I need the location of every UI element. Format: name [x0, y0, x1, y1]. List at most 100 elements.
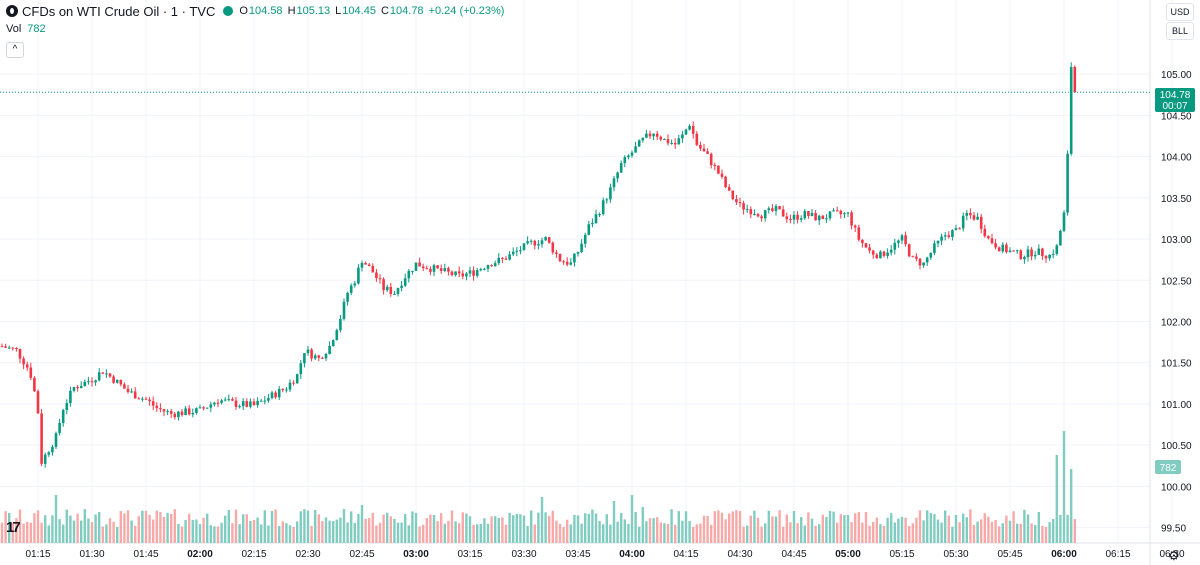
- currency-button[interactable]: USD: [1166, 3, 1194, 21]
- symbol-title[interactable]: CFDs on WTI Crude Oil · 1 · TVC: [22, 3, 216, 19]
- volume-bar: [209, 525, 212, 543]
- volume-bar: [8, 512, 11, 543]
- candle-body: [1030, 249, 1033, 257]
- volume-bar: [1062, 431, 1066, 543]
- volume-bar: [789, 522, 792, 543]
- candle-body: [65, 403, 69, 411]
- volume-bar: [526, 525, 529, 543]
- volume-bar: [299, 511, 302, 543]
- volume-bar: [418, 526, 421, 543]
- last-volume-value: 782: [1160, 463, 1177, 474]
- volume-bar: [378, 522, 382, 543]
- volume-bar: [256, 517, 259, 543]
- volume-bar: [274, 509, 277, 543]
- candle-body: [241, 401, 245, 407]
- price-tick-label: 102.00: [1161, 317, 1192, 328]
- candle-body: [454, 271, 457, 275]
- candle-body: [133, 391, 137, 399]
- volume-bar: [681, 520, 684, 543]
- volume-bar: [436, 521, 439, 543]
- volume-bar: [407, 525, 410, 543]
- candle-body: [781, 209, 785, 217]
- candle-body: [717, 165, 720, 174]
- collapse-legend-button[interactable]: ^: [6, 42, 24, 58]
- volume-bar: [749, 515, 752, 543]
- volume-bar: [105, 524, 108, 543]
- candle-body: [767, 208, 771, 211]
- candle-body: [612, 178, 616, 188]
- volume-bar: [26, 521, 29, 543]
- candle-body: [112, 376, 115, 383]
- price-axis: 105.00 104.50 104.00 103.50 103.00 102.50 102.…: [1161, 70, 1192, 535]
- price-tick-label: 105.00: [1161, 70, 1192, 81]
- candle-body: [1019, 250, 1023, 260]
- volume-bar: [1016, 523, 1019, 543]
- candle-body: [1026, 249, 1030, 258]
- volume-bar: [62, 524, 65, 543]
- volume-bar: [778, 510, 781, 543]
- volume-bar: [15, 518, 18, 543]
- candle-body: [324, 353, 328, 359]
- volume-bar: [36, 510, 40, 543]
- candle-body: [990, 238, 994, 244]
- candle-body: [339, 318, 342, 331]
- candle-body: [911, 256, 915, 258]
- time-tick-label: 05:45: [997, 549, 1022, 560]
- candle-body: [1037, 248, 1041, 255]
- volume-bar: [612, 501, 616, 543]
- volume-bar: [101, 526, 104, 543]
- candle-body: [760, 216, 763, 219]
- time-tick-label: 06:30: [1159, 549, 1184, 560]
- candle-body: [342, 301, 346, 319]
- volume-bar: [33, 513, 36, 543]
- candle-body: [742, 203, 745, 210]
- volume-bars: [0, 431, 1076, 543]
- candle-body: [450, 271, 454, 275]
- volume-bar: [839, 514, 842, 543]
- time-tick-label: 02:30: [295, 549, 320, 560]
- volume-bar: [296, 521, 299, 543]
- volume-bar: [479, 524, 482, 543]
- candle-body: [137, 398, 141, 400]
- chart-settings-icon[interactable]: ⚙: [1168, 548, 1180, 563]
- candle-body: [519, 250, 522, 252]
- time-tick-label: 03:15: [457, 549, 482, 560]
- candle-body: [648, 133, 652, 137]
- candle-body: [796, 214, 799, 220]
- volume-bar: [375, 525, 378, 543]
- candle-body: [504, 258, 508, 260]
- volume-bar: [234, 509, 238, 543]
- candle-body: [83, 381, 87, 387]
- candle-body: [11, 347, 15, 349]
- volume-bar: [897, 518, 900, 543]
- candle-body: [889, 249, 893, 253]
- volume-bar: [389, 516, 392, 543]
- candle-body: [735, 199, 738, 203]
- volume-bar: [1059, 514, 1062, 543]
- candle-body: [493, 263, 497, 267]
- price-tick-label: 104.50: [1161, 111, 1192, 122]
- volume-bar: [627, 523, 630, 543]
- volume-bar: [130, 520, 133, 543]
- candle-body: [292, 382, 295, 384]
- volume-bar: [648, 518, 652, 543]
- volume-bar: [710, 524, 713, 543]
- volume-bar: [332, 521, 335, 543]
- candle-body: [529, 240, 533, 242]
- volume-bar: [440, 513, 443, 543]
- volume-bar: [508, 512, 511, 543]
- volume-bar: [692, 526, 695, 543]
- candle-body: [79, 386, 83, 389]
- candle-body: [1023, 257, 1026, 260]
- volume-bar: [987, 516, 990, 543]
- candle-body: [609, 187, 612, 200]
- volume-bar: [245, 514, 248, 543]
- time-tick-label: 03:00: [403, 549, 429, 560]
- candle-body: [22, 358, 25, 365]
- candle-body: [407, 270, 411, 279]
- candle-body: [256, 400, 259, 406]
- candle-body: [382, 279, 385, 291]
- unit-button[interactable]: BLL: [1166, 22, 1194, 40]
- candle-body: [961, 215, 965, 229]
